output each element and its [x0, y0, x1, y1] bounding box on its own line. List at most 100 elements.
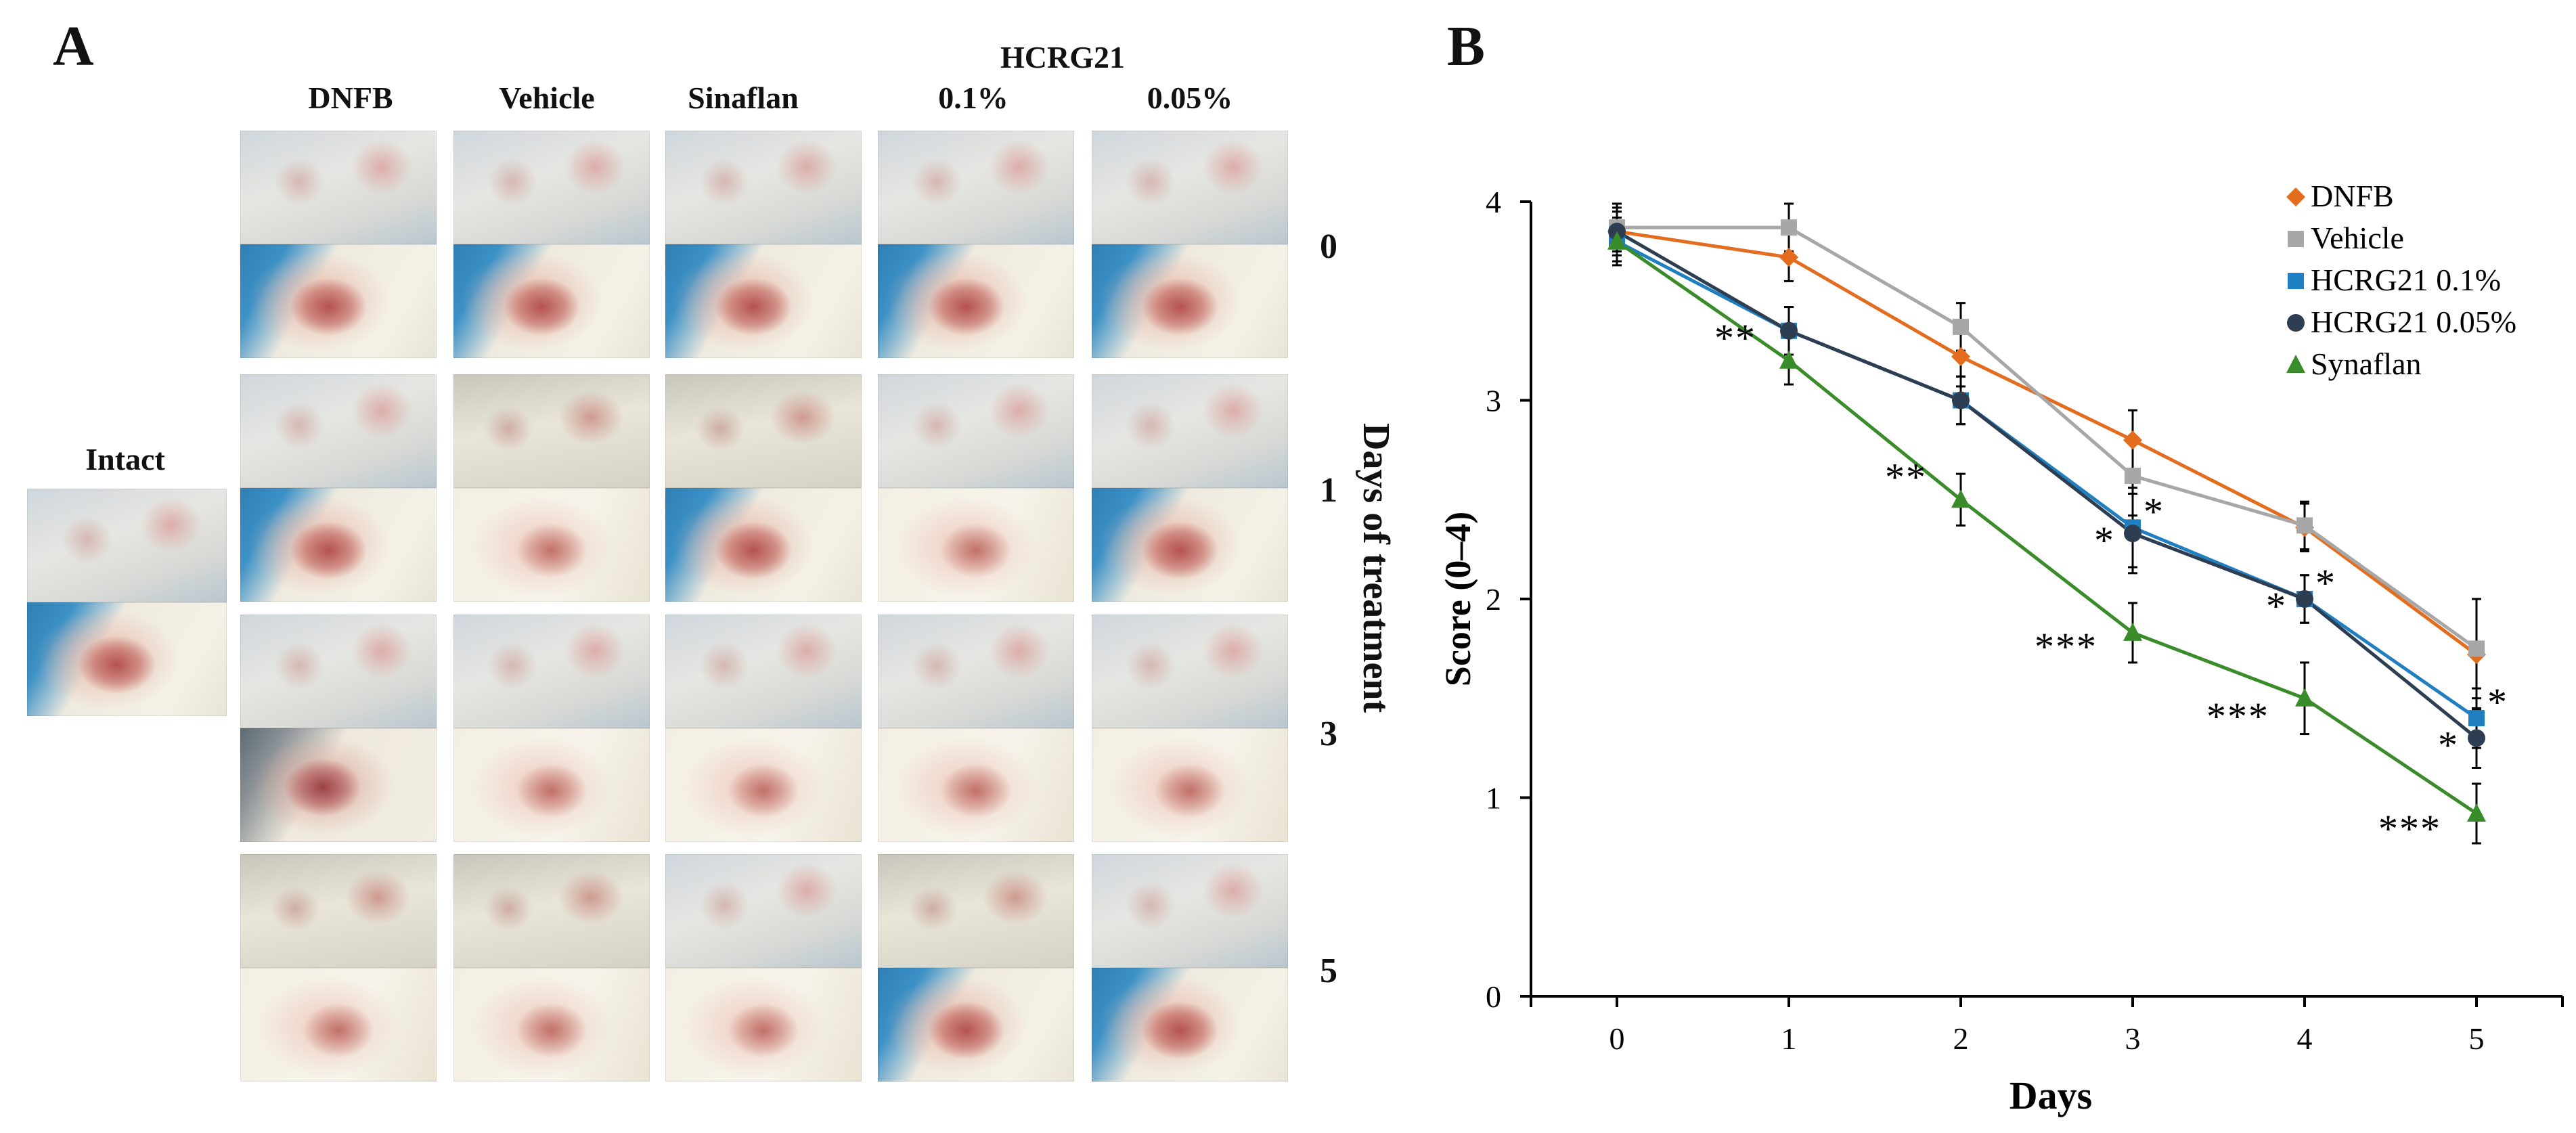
- photo-day1-col3-bottom: [878, 488, 1074, 602]
- x-axis-title: Days: [2009, 1073, 2092, 1117]
- data-point-vehicle-2: [1953, 318, 1969, 335]
- data-point-vehicle-3: [2125, 468, 2141, 485]
- significance-annotation-0: **: [1714, 316, 1756, 360]
- day-label-0: 0: [1320, 227, 1337, 266]
- legend-marker-dnfb: [2286, 187, 2305, 206]
- data-point-hcrg21-0-05--1: [1780, 321, 1798, 340]
- legend-label-hcrg21-0-1-: HCRG21 0.1%: [2311, 263, 2501, 297]
- legend-marker-hcrg21-0-1-: [2288, 273, 2304, 289]
- significance-annotation-9: *: [2438, 723, 2459, 767]
- data-point-vehicle-4: [2296, 517, 2313, 534]
- photo-day0-col0-bottom: [240, 244, 437, 358]
- photo-day3-col4-bottom: [1092, 728, 1288, 842]
- legend-label-hcrg21-0-05-: HCRG21 0.05%: [2311, 305, 2516, 339]
- significance-annotation-5: *: [2094, 518, 2115, 562]
- day-label-5: 5: [1320, 952, 1337, 990]
- photo-day5-col4-bottom: [1092, 968, 1288, 1082]
- data-point-hcrg21-0-05--5: [2468, 729, 2485, 747]
- data-point-hcrg21-0-05--3: [2124, 525, 2141, 543]
- photo-day0-col0-top: [240, 131, 437, 244]
- photo-day1-col2-top: [665, 374, 862, 488]
- photo-day0-col2-bottom: [665, 244, 862, 358]
- photo-day0-col4-bottom: [1092, 244, 1288, 358]
- photo-day0-col1-bottom: [453, 244, 650, 358]
- photo-day3-col1-top: [453, 615, 650, 728]
- x-tick-label-1: 1: [1781, 1021, 1797, 1056]
- photo-day5-col1-bottom: [453, 968, 650, 1082]
- column-header-vehicle: Vehicle: [499, 81, 595, 115]
- photo-day0-col2-top: [665, 131, 862, 244]
- x-tick-label-3: 3: [2125, 1021, 2141, 1056]
- photo-day0-col4-top: [1092, 131, 1288, 244]
- photo-day1-col4-top: [1092, 374, 1288, 488]
- photo-day1-col4-bottom: [1092, 488, 1288, 602]
- significance-annotation-2: ***: [2035, 625, 2097, 669]
- y-tick-label-0: 0: [1486, 979, 1501, 1014]
- significance-annotation-10: *: [2487, 680, 2508, 724]
- day-label-3: 3: [1320, 715, 1337, 753]
- x-tick-label-5: 5: [2469, 1021, 2485, 1056]
- x-tick-label-4: 4: [2297, 1021, 2313, 1056]
- photo-day5-col2-top: [665, 854, 862, 968]
- data-point-synaflan-4: [2295, 688, 2314, 707]
- data-point-dnfb-3: [2123, 430, 2142, 450]
- column-header-hcrg21-0.05: 0.05%: [1147, 81, 1233, 115]
- intact-photo-top: [27, 489, 227, 602]
- photo-day0-col1-top: [453, 131, 650, 244]
- data-point-hcrg21-0-05--4: [2296, 590, 2313, 608]
- y-tick-label-4: 4: [1486, 185, 1501, 219]
- series-line-hcrg21-0-05-: [1616, 229, 2478, 740]
- photo-day3-col1-bottom: [453, 728, 650, 842]
- photo-day3-col3-bottom: [878, 728, 1074, 842]
- series-line-synaflan: [1616, 240, 2478, 816]
- data-point-hcrg21-0-1--5: [2468, 710, 2485, 727]
- legend-label-dnfb: DNFB: [2311, 179, 2394, 213]
- photo-day5-col3-bottom: [878, 968, 1074, 1082]
- photo-day1-col2-bottom: [665, 488, 862, 602]
- data-point-dnfb-2: [1951, 347, 1970, 366]
- photo-day3-col2-bottom: [665, 728, 862, 842]
- data-point-synaflan-2: [1951, 489, 1970, 508]
- significance-annotation-6: *: [2144, 489, 2164, 533]
- legend-label-vehicle: Vehicle: [2311, 221, 2404, 255]
- legend-marker-hcrg21-0-05-: [2287, 314, 2305, 332]
- photo-day3-col0-bottom: [240, 728, 437, 842]
- photo-day1-col0-top: [240, 374, 437, 488]
- legend-marker-synaflan: [2286, 355, 2305, 373]
- y-tick-label-1: 1: [1486, 781, 1501, 816]
- panel-b-letter: B: [1447, 15, 1486, 78]
- photo-day3-col2-top: [665, 615, 862, 728]
- data-point-vehicle-5: [2468, 640, 2485, 657]
- photo-day5-col1-top: [453, 854, 650, 968]
- column-header-sinaflan: Sinaflan: [688, 81, 799, 115]
- significance-annotation-3: ***: [2206, 694, 2269, 738]
- significance-annotation-7: *: [2266, 584, 2287, 628]
- photo-day3-col4-top: [1092, 615, 1288, 728]
- photo-day5-col0-top: [240, 854, 437, 968]
- photo-day5-col4-top: [1092, 854, 1288, 968]
- photo-day1-col0-bottom: [240, 488, 437, 602]
- day-label-1: 1: [1320, 471, 1337, 510]
- data-point-synaflan-0: [1607, 231, 1626, 250]
- photo-day0-col3-bottom: [878, 244, 1074, 358]
- photo-day3-col0-top: [240, 615, 437, 728]
- significance-annotation-1: **: [1885, 455, 1927, 499]
- x-tick-label-0: 0: [1609, 1021, 1625, 1056]
- data-point-hcrg21-0-05--2: [1952, 391, 1970, 409]
- legend-marker-vehicle: [2288, 231, 2304, 247]
- photo-day1-col3-top: [878, 374, 1074, 488]
- legend-label-synaflan: Synaflan: [2311, 347, 2422, 381]
- y-tick-label-2: 2: [1486, 582, 1501, 617]
- photo-day5-col3-top: [878, 854, 1074, 968]
- column-header-hcrg21-0.1: 0.1%: [938, 81, 1008, 115]
- significance-annotation-8: *: [2315, 561, 2336, 605]
- data-point-dnfb-1: [1779, 248, 1798, 267]
- series-line-dnfb: [1616, 229, 2478, 657]
- photo-day1-col1-top: [453, 374, 650, 488]
- photo-day3-col3-top: [878, 615, 1074, 728]
- series-line-vehicle: [1617, 225, 2478, 650]
- intact-photo-bottom: [27, 602, 227, 716]
- y-axis-title: Score (0–4): [1438, 512, 1478, 686]
- data-point-synaflan-5: [2467, 803, 2486, 822]
